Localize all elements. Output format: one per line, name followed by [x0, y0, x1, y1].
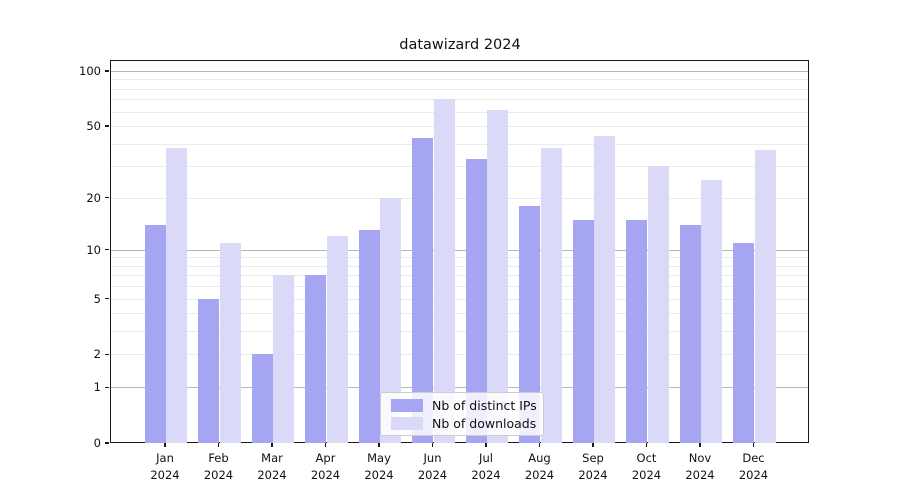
- bar-nb-of-distinct-ips-dec: [733, 242, 755, 443]
- gridline-1: [111, 387, 808, 389]
- legend-row: Nb of distinct IPs: [391, 397, 537, 413]
- x-tick-label-aug: Aug 2024: [524, 451, 555, 482]
- x-tick-label-dec: Dec 2024: [738, 451, 769, 482]
- y-tick-mark-1: [105, 386, 109, 388]
- y-tick-label-1: 1: [93, 380, 101, 395]
- gridline-70: [111, 99, 808, 101]
- gridline-60: [111, 111, 808, 113]
- bar-nb-of-downloads-sep: [594, 136, 616, 443]
- y-tick-mark-100: [105, 70, 109, 72]
- gridline-40: [111, 143, 808, 145]
- legend-row: Nb of downloads: [391, 415, 537, 431]
- x-tick-mark-feb: [217, 443, 220, 447]
- gridline-3: [111, 331, 808, 333]
- bar-nb-of-downloads-jan: [166, 147, 188, 443]
- gridline-4: [111, 313, 808, 315]
- bar-nb-of-downloads-mar: [273, 275, 295, 443]
- bar-nb-of-distinct-ips-nov: [679, 224, 701, 443]
- chart-title: datawizard 2024: [399, 37, 521, 53]
- x-tick-mark-jun: [431, 443, 434, 447]
- bar-nb-of-downloads-dec: [754, 149, 776, 443]
- gridline-90: [111, 79, 808, 81]
- x-tick-label-jun: Jun 2024: [417, 451, 448, 482]
- legend: Nb of distinct IPs Nb of downloads: [380, 392, 544, 436]
- y-tick-mark-2: [105, 353, 109, 356]
- bar-nb-of-distinct-ips-may: [358, 230, 380, 443]
- x-tick-mark-apr: [324, 443, 327, 447]
- gridline-6: [111, 286, 808, 288]
- bar-nb-of-distinct-ips-jul: [465, 158, 487, 443]
- bar-nb-of-downloads-jul: [487, 110, 509, 443]
- gridline-5: [111, 298, 808, 300]
- y-tick-label-2: 2: [93, 347, 101, 362]
- x-tick-label-sep: Sep 2024: [578, 451, 608, 482]
- bar-nb-of-downloads-feb: [219, 242, 241, 443]
- x-tick-mark-aug: [538, 443, 541, 447]
- x-tick-label-nov: Nov 2024: [685, 451, 715, 482]
- bar-nb-of-distinct-ips-aug: [519, 205, 541, 443]
- gridline-2: [111, 354, 808, 356]
- bar-nb-of-distinct-ips-feb: [198, 298, 220, 443]
- gridline-10: [111, 249, 808, 251]
- gridline-20: [111, 197, 808, 199]
- x-tick-label-jan: Jan 2024: [150, 451, 180, 482]
- legend-swatch: [391, 416, 423, 430]
- x-tick-label-may: May 2024: [364, 451, 394, 482]
- x-tick-mark-nov: [699, 443, 701, 447]
- gridline-100: [111, 71, 808, 72]
- y-tick-label-20: 20: [86, 190, 101, 205]
- y-tick-label-100: 100: [79, 64, 101, 78]
- plot-area: [110, 60, 809, 443]
- bar-nb-of-distinct-ips-oct: [626, 219, 648, 443]
- y-tick-label-50: 50: [86, 119, 101, 134]
- bar-nb-of-distinct-ips-jun: [412, 137, 434, 443]
- bar-nb-of-downloads-apr: [326, 236, 348, 443]
- x-tick-mark-dec: [752, 443, 755, 447]
- legend-label: Nb of downloads: [432, 415, 537, 431]
- x-tick-label-oct: Oct 2024: [631, 451, 662, 482]
- x-tick-mark-mar: [271, 443, 273, 447]
- bar-nb-of-downloads-aug: [540, 147, 562, 443]
- y-tick-label-10: 10: [86, 242, 101, 257]
- x-tick-mark-oct: [645, 443, 648, 447]
- bar-nb-of-downloads-nov: [701, 180, 723, 443]
- legend-label: Nb of distinct IPs: [432, 397, 537, 413]
- x-tick-label-mar: Mar 2024: [257, 451, 287, 482]
- y-tick-mark-5: [105, 297, 109, 300]
- gridline-30: [111, 166, 808, 168]
- y-tick-label-0: 0: [93, 436, 101, 450]
- x-tick-mark-sep: [592, 443, 594, 447]
- legend-swatch: [391, 398, 423, 412]
- y-tick-mark-50: [105, 125, 109, 127]
- bar-nb-of-distinct-ips-apr: [305, 275, 327, 443]
- bar-nb-of-downloads-oct: [647, 166, 669, 443]
- y-tick-mark-0: [105, 442, 109, 444]
- bar-nb-of-distinct-ips-mar: [251, 354, 273, 443]
- y-tick-mark-20: [105, 196, 109, 199]
- gridline-8: [111, 265, 808, 267]
- y-tick-mark-10: [105, 249, 109, 251]
- x-tick-mark-jul: [485, 443, 487, 447]
- bar-nb-of-downloads-may: [380, 197, 402, 443]
- x-tick-label-feb: Feb 2024: [203, 451, 234, 482]
- gridline-80: [111, 88, 808, 90]
- y-tick-label-5: 5: [93, 291, 101, 306]
- gridline-7: [111, 275, 808, 277]
- bar-nb-of-downloads-jun: [433, 99, 455, 443]
- bar-nb-of-distinct-ips-jan: [144, 224, 166, 443]
- x-tick-label-apr: Apr 2024: [310, 451, 341, 482]
- gridline-9: [111, 257, 808, 259]
- bar-nb-of-distinct-ips-sep: [572, 219, 594, 443]
- x-tick-mark-jan: [164, 443, 166, 447]
- x-tick-mark-may: [378, 443, 380, 447]
- x-tick-label-jul: Jul 2024: [471, 451, 501, 482]
- gridline-50: [111, 126, 808, 128]
